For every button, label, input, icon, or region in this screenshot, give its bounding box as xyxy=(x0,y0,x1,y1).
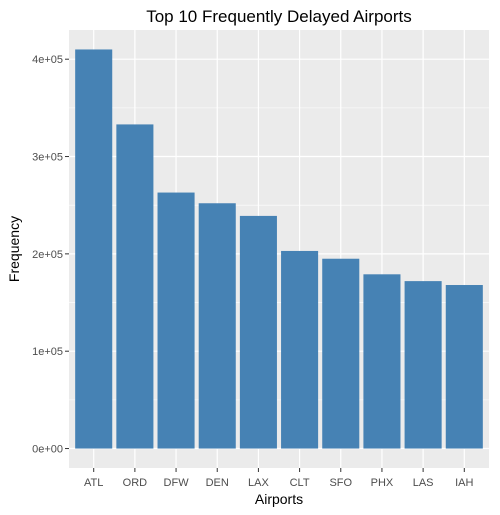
bar-las xyxy=(405,281,442,448)
x-tick-label: IAH xyxy=(455,477,473,489)
y-tick-label: 2e+05 xyxy=(32,249,63,261)
x-tick-label: PHX xyxy=(371,477,394,489)
chart-title: Top 10 Frequently Delayed Airports xyxy=(146,7,412,26)
bar-den xyxy=(199,203,236,448)
x-tick-label: ATL xyxy=(84,477,103,489)
x-axis-ticks: ATL ORD DFW DEN LAX CLT SFO PHX LAS IAH xyxy=(84,468,473,489)
bar-sfo xyxy=(322,259,359,449)
x-tick-label: DFW xyxy=(164,477,190,489)
x-tick-label: LAS xyxy=(413,477,434,489)
y-tick-label: 1e+05 xyxy=(32,346,63,358)
bar-iah xyxy=(446,285,483,449)
x-tick-label: SFO xyxy=(329,477,352,489)
bar-dfw xyxy=(158,193,195,449)
x-axis-title: Airports xyxy=(255,491,303,507)
y-tick-label: 0e+00 xyxy=(32,444,63,456)
bar-phx xyxy=(363,274,400,448)
bar-atl xyxy=(75,49,112,448)
x-tick-label: LAX xyxy=(248,477,269,489)
x-tick-label: DEN xyxy=(206,477,229,489)
y-axis-title: Frequency xyxy=(6,216,22,282)
bar-lax xyxy=(240,216,277,449)
x-tick-label: CLT xyxy=(290,477,310,489)
bar-ord xyxy=(116,124,153,448)
bar-clt xyxy=(281,251,318,449)
y-axis-ticks: 0e+00 1e+05 2e+05 3e+05 4e+05 xyxy=(32,54,69,455)
y-tick-label: 4e+05 xyxy=(32,54,63,66)
y-tick-label: 3e+05 xyxy=(32,152,63,164)
x-tick-label: ORD xyxy=(123,477,148,489)
